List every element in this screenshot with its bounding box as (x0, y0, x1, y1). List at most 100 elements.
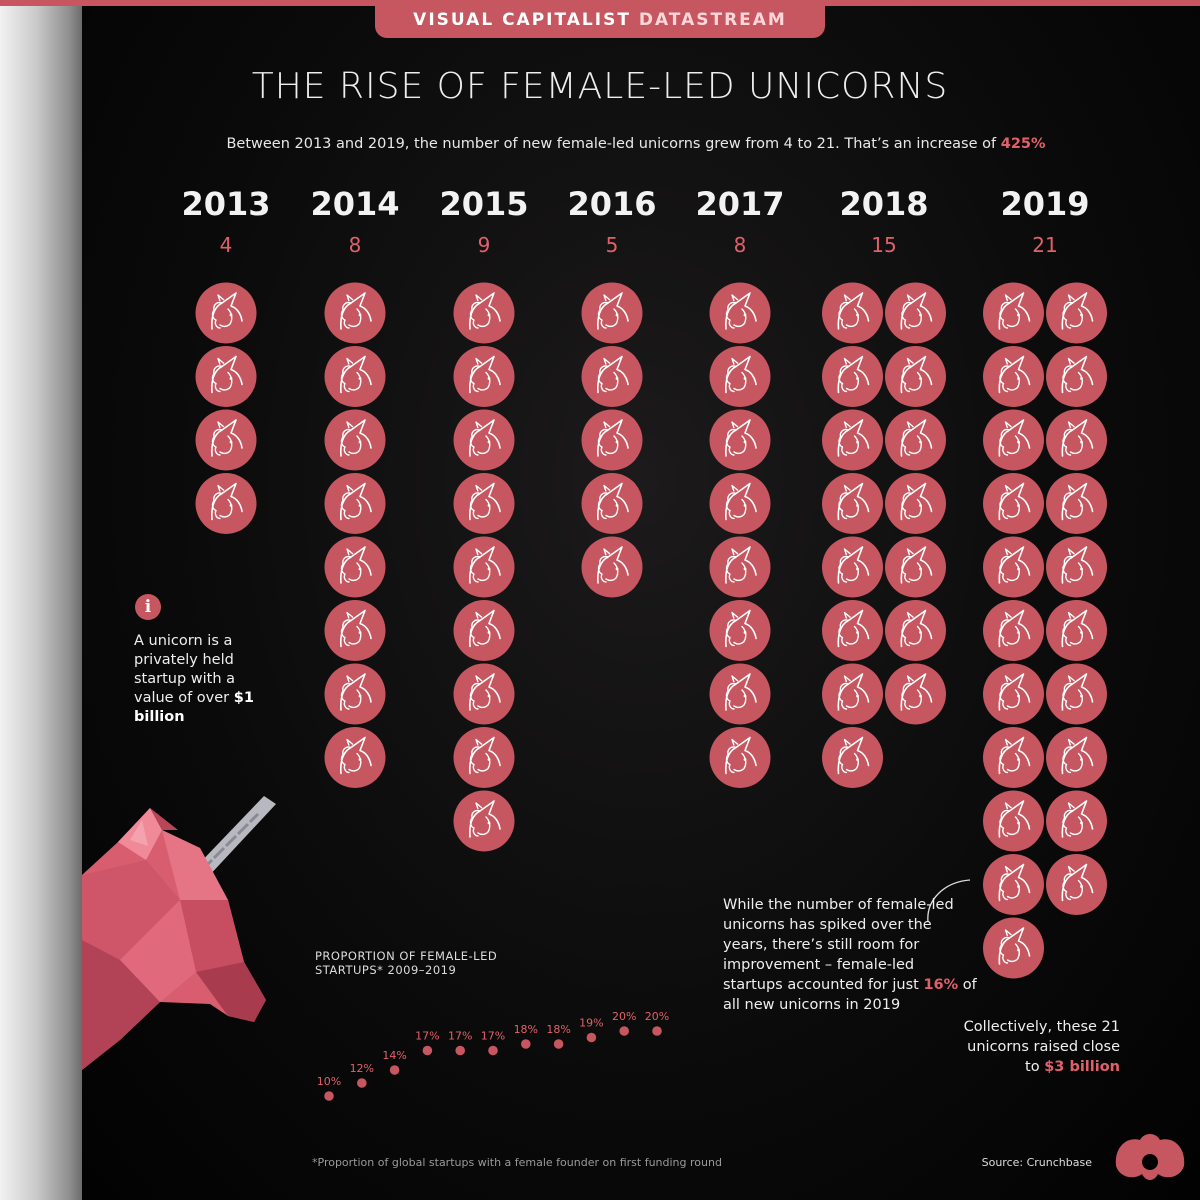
unicorn-icon (453, 346, 515, 407)
unicorn-icon (453, 473, 515, 534)
raised-accent: $3 billion (1044, 1059, 1120, 1075)
scatter-title-line2: STARTUPS* 2009–2019 (315, 963, 456, 977)
count-label: 15 (871, 233, 896, 257)
unicorn-icon (195, 346, 257, 407)
unicorn-icon (983, 346, 1044, 407)
unicorn-icon (822, 346, 883, 407)
wall-background (0, 0, 82, 1200)
year-column-2014: 2014 8 (310, 185, 400, 788)
proportion-point (652, 1026, 662, 1036)
unicorn-icon (983, 473, 1044, 534)
unicorn-icon (453, 536, 515, 598)
unicorn-icon (453, 409, 515, 471)
year-label: 2015 (439, 185, 528, 223)
unicorn-icon (822, 727, 883, 788)
unicorn-icon (195, 473, 257, 534)
proportion-label: 20% (612, 1010, 636, 1023)
proportion-label: 20% (645, 1010, 669, 1023)
unicorn-icon (581, 409, 643, 471)
brand-product: DATASTREAM (638, 10, 787, 30)
brand-banner: VISUAL CAPITALIST DATASTREAM (375, 0, 825, 38)
unicorn-icon (885, 473, 946, 534)
unicorn-icon (1046, 282, 1107, 344)
paper-unicorn-head-illustration (82, 796, 276, 1070)
unicorn-icon (709, 727, 771, 788)
proportion-label: 14% (382, 1049, 406, 1062)
year-label: 2019 (1000, 185, 1089, 223)
year-label: 2013 (181, 185, 270, 223)
year-column-2016: 2016 5 (567, 185, 657, 598)
unicorn-icon (453, 600, 515, 661)
proportion-point (488, 1045, 498, 1056)
unicorn-icon (983, 663, 1044, 725)
dark-background (82, 0, 1200, 1200)
unicorn-icon (324, 346, 386, 407)
callout-text-before: While the number of female-led unicorns … (723, 897, 954, 993)
unicorn-icon (324, 727, 386, 788)
unicorn-icon (885, 409, 946, 471)
page-title: THE RISE OF FEMALE-LED UNICORNS (251, 66, 949, 107)
unicorn-icon (983, 790, 1044, 852)
count-label: 8 (734, 233, 747, 257)
year-label: 2016 (567, 185, 656, 223)
unicorn-icon (709, 346, 771, 407)
proportion-label: 10% (317, 1075, 341, 1088)
proportion-point (389, 1065, 400, 1075)
info-text-body: A unicorn is a privately held startup wi… (134, 633, 236, 706)
year-column-2013: 2013 4 (181, 185, 271, 534)
proportion-point (553, 1039, 564, 1049)
footnote: *Proportion of global startups with a fe… (312, 1156, 722, 1169)
year-column-2018: 2018 15 (822, 185, 946, 788)
unicorn-icon (822, 282, 883, 344)
proportion-point (455, 1045, 466, 1056)
unicorn-icon (1046, 473, 1107, 534)
year-column-2017: 2017 8 (695, 185, 785, 788)
proportion-point (521, 1039, 531, 1049)
unicorn-icon (1046, 854, 1107, 915)
unicorn-icon (324, 600, 386, 661)
unicorn-icon (983, 536, 1044, 598)
page-subtitle: Between 2013 and 2019, the number of new… (0, 136, 1200, 152)
unicorn-icon (453, 790, 515, 852)
unicorn-icon (885, 536, 946, 598)
proportion-label: 19% (579, 1017, 603, 1030)
unicorn-icon (709, 409, 771, 471)
unicorn-icon (983, 917, 1044, 979)
unicorn-icon (885, 600, 946, 661)
unicorn-icon (581, 346, 643, 407)
proportion-label: 12% (350, 1062, 374, 1075)
unicorn-icon (885, 282, 946, 344)
unicorn-icon (983, 600, 1044, 661)
unicorn-icon (324, 282, 386, 344)
unicorn-icon (822, 473, 883, 534)
unicorn-icon (822, 536, 883, 598)
proportion-label: 18% (514, 1023, 538, 1036)
unicorn-icon (453, 663, 515, 725)
unicorn-icon (709, 600, 771, 661)
scatter-title-line1: PROPORTION OF FEMALE-LED (315, 949, 497, 963)
unicorn-icon (581, 282, 643, 344)
proportion-point (619, 1026, 629, 1036)
proportion-point (357, 1078, 367, 1088)
unicorn-icon (453, 727, 515, 788)
raised-summary: Collectively, these 21 unicorns raised c… (960, 1017, 1120, 1077)
unicorn-icon (822, 663, 883, 725)
unicorn-icon (983, 727, 1044, 788)
proportion-label: 18% (546, 1023, 570, 1036)
unicorn-icon (581, 536, 643, 598)
unicorn-icon (195, 409, 257, 471)
raised-text: Collectively, these 21 unicorns raised c… (963, 1019, 1120, 1075)
count-label: 4 (220, 233, 233, 257)
count-label: 21 (1032, 233, 1057, 257)
proportion-label: 17% (415, 1030, 439, 1043)
count-label: 9 (478, 233, 491, 257)
unicorn-icon (1046, 790, 1107, 852)
proportion-point (324, 1091, 334, 1101)
unicorn-icon (1046, 600, 1107, 661)
year-column-2019: 2019 21 (983, 185, 1107, 979)
subtitle-text: Between 2013 and 2019, the number of new… (226, 136, 1001, 152)
year-column-2015: 2015 9 (439, 185, 529, 852)
unicorn-icon (1046, 409, 1107, 471)
